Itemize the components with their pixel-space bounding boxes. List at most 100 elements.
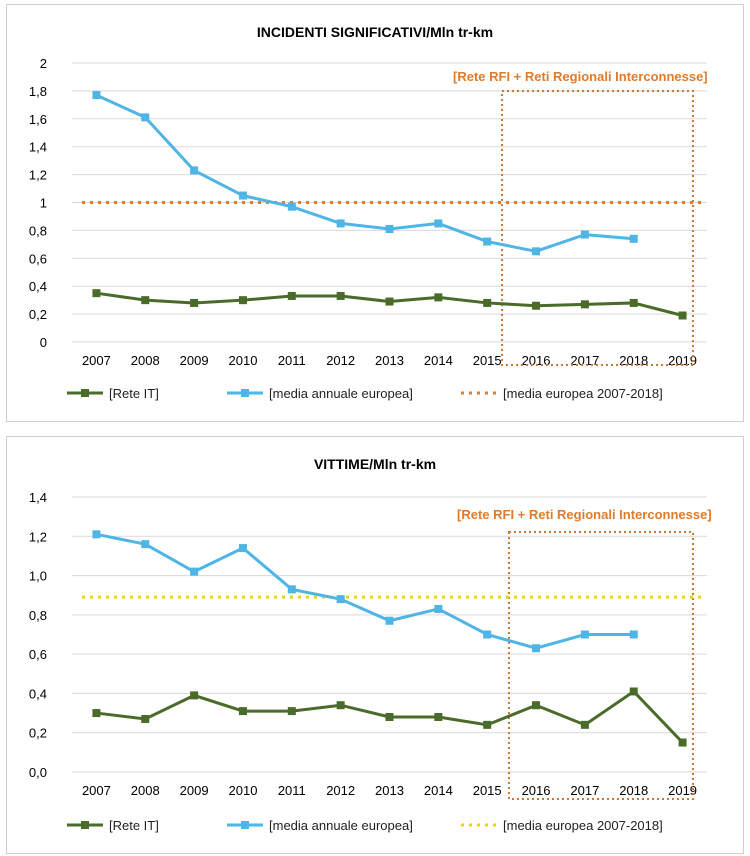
data-point-media-annuale [483, 237, 492, 246]
x-tick-label: 2010 [229, 353, 258, 368]
y-tick-label: 0,4 [29, 279, 47, 294]
x-tick-label: 2007 [82, 783, 111, 798]
data-point-media-annuale [629, 630, 638, 639]
legend-label: [media annuale europea] [269, 386, 413, 401]
data-point-rete-it [336, 291, 345, 300]
x-tick-label: 2009 [180, 783, 209, 798]
data-point-media-annuale [434, 219, 443, 228]
chart-incidenti: INCIDENTI SIGNIFICATIVI/Mln tr-km 0 0,2 0,4… [29, 24, 708, 401]
legend-marker [81, 821, 89, 829]
x-tick-label: 2008 [131, 353, 160, 368]
data-point-rete-it [629, 687, 638, 696]
x-tick-label: 2009 [180, 353, 209, 368]
x-tick-label: 2015 [473, 783, 502, 798]
data-point-rete-it [287, 707, 296, 716]
highlight-box [508, 531, 694, 800]
y-tick-label: 0 [40, 335, 47, 350]
data-point-media-annuale [580, 230, 589, 239]
x-tick-label: 2017 [570, 353, 599, 368]
y-tick-label: 0,6 [29, 251, 47, 266]
legend-label: [Rete IT] [109, 818, 159, 833]
data-point-rete-it [434, 293, 443, 302]
chart-vittime-panel: VITTIME/Mln tr-km 0,0 0,2 0,4 0,6 0,8 1,0 1,2 1,… [6, 436, 744, 854]
data-point-media-annuale [385, 616, 394, 625]
series-line-media-annuale [95, 93, 634, 253]
data-point-rete-it [336, 701, 345, 710]
data-point-rete-it [238, 707, 247, 716]
data-point-media-annuale [287, 202, 296, 211]
data-point-rete-it [678, 311, 687, 320]
data-point-media-annuale [92, 530, 101, 539]
chart-vittime: VITTIME/Mln tr-km 0,0 0,2 0,4 0,6 0,8 1,0 1,2 1,… [29, 456, 712, 833]
y-tick-label: 1 [40, 196, 47, 211]
data-point-media-annuale [238, 544, 247, 553]
x-tick-label: 2013 [375, 783, 404, 798]
x-tick-label: 2013 [375, 353, 404, 368]
data-point-media-annuale [385, 225, 394, 234]
highlight-box [501, 90, 694, 366]
y-tick-label: 0,2 [29, 726, 47, 741]
y-tick-label: 1,2 [29, 529, 47, 544]
x-tick-label: 2007 [82, 353, 111, 368]
chart-title: INCIDENTI SIGNIFICATIVI/Mln tr-km [257, 24, 493, 40]
data-point-media-annuale [287, 585, 296, 594]
x-tick-label: 2016 [522, 783, 551, 798]
data-point-rete-it [532, 701, 541, 710]
legend-marker [81, 389, 89, 397]
x-tick-label: 2018 [619, 353, 648, 368]
x-tick-label: 2011 [278, 783, 306, 798]
data-point-media-annuale [141, 113, 150, 122]
data-point-rete-it [287, 291, 296, 300]
data-point-media-annuale [434, 604, 443, 613]
highlight-annotation: [Rete RFI + Reti Regionali Interconnesse… [453, 69, 708, 84]
data-point-media-annuale [336, 595, 345, 604]
x-tick-label: 2012 [326, 353, 355, 368]
data-point-rete-it [532, 301, 541, 310]
data-point-rete-it [483, 720, 492, 729]
y-tick-label: 1,8 [29, 84, 47, 99]
data-point-rete-it [190, 691, 199, 700]
data-point-media-annuale [238, 191, 247, 200]
x-tick-label: 2017 [570, 783, 599, 798]
data-point-rete-it [92, 289, 101, 298]
y-tick-label: 0,0 [29, 765, 47, 780]
data-point-media-annuale [629, 234, 638, 243]
y-tick-label: 1,6 [29, 112, 47, 127]
data-point-rete-it [434, 713, 443, 721]
y-tick-label: 0,4 [29, 686, 47, 701]
data-point-rete-it [629, 298, 638, 307]
data-point-rete-it [141, 296, 150, 305]
data-point-media-annuale [190, 567, 199, 576]
x-tick-label: 2016 [522, 353, 551, 368]
y-tick-label: 1,2 [29, 168, 47, 183]
data-point-rete-it [580, 300, 589, 309]
x-tick-label: 2011 [278, 353, 306, 368]
data-point-media-annuale [336, 219, 345, 228]
data-point-media-annuale [92, 91, 101, 100]
data-point-rete-it [92, 709, 101, 718]
data-point-media-annuale [580, 630, 589, 639]
x-tick-label: 2014 [424, 353, 453, 368]
x-tick-label: 2008 [131, 783, 160, 798]
data-point-media-annuale [532, 644, 541, 653]
chart-incidenti-panel: INCIDENTI SIGNIFICATIVI/Mln tr-km 0 0,2 0,4… [6, 4, 744, 422]
legend-label: [media europea 2007-2018] [503, 818, 663, 833]
y-tick-label: 1,0 [29, 569, 47, 584]
x-tick-label: 2018 [619, 783, 648, 798]
data-point-rete-it [580, 720, 589, 729]
x-tick-label: 2012 [326, 783, 355, 798]
x-tick-label: 2019 [668, 783, 697, 798]
legend-label: [media annuale europea] [269, 818, 413, 833]
y-tick-label: 0,6 [29, 647, 47, 662]
data-point-media-annuale [190, 166, 199, 175]
series-line-media-annuale [96, 532, 634, 650]
legend-label: [media europea 2007-2018] [503, 386, 663, 401]
legend-marker [241, 821, 249, 829]
chart-title: VITTIME/Mln tr-km [314, 456, 436, 472]
y-tick-label: 1,4 [29, 140, 47, 155]
highlight-annotation: [Rete RFI + Reti Regionali Interconnesse… [457, 507, 712, 522]
data-point-rete-it [238, 296, 247, 305]
data-point-rete-it [190, 298, 199, 307]
data-point-rete-it [678, 738, 687, 747]
legend-label: [Rete IT] [109, 386, 159, 401]
